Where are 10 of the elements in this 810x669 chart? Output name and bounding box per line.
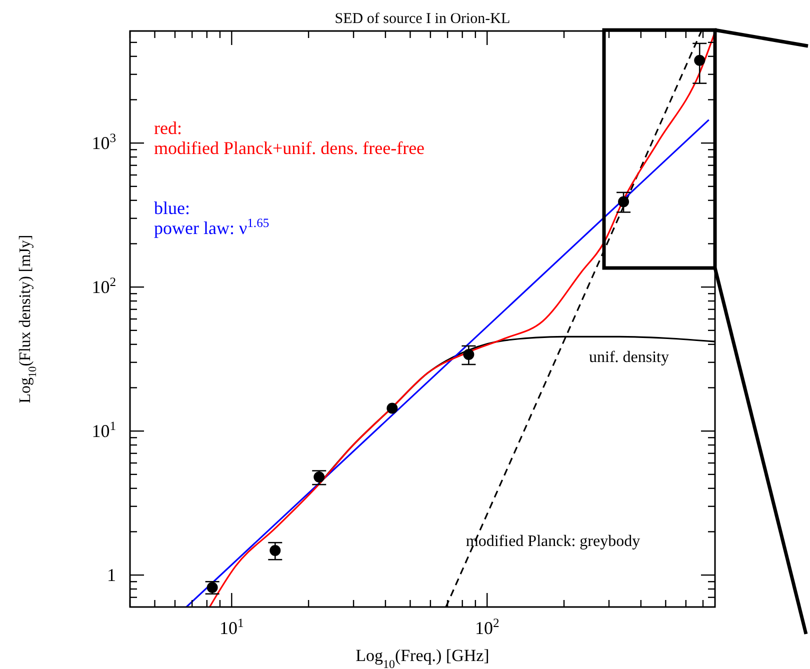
y-tick-label: 10$^{1}$ [92, 419, 116, 442]
chart-title: SED of source I in Orion-KL [334, 11, 510, 27]
text: blue: power law: ν$^{1.65}$ [154, 198, 270, 238]
y-tick-label: 10$^{3}$ [92, 131, 116, 154]
text: red: modified Planck+unif. dens. free-free [154, 118, 425, 158]
y-tick-label: 10$^{2}$ [92, 275, 116, 298]
x-axis-title: Log$_{10}$(Freq.) [GHz] [356, 646, 490, 669]
y-tick-label: 1 [107, 565, 116, 586]
annotation: unif. density [589, 349, 669, 366]
annotation: modified Planck: greybody [466, 533, 640, 550]
